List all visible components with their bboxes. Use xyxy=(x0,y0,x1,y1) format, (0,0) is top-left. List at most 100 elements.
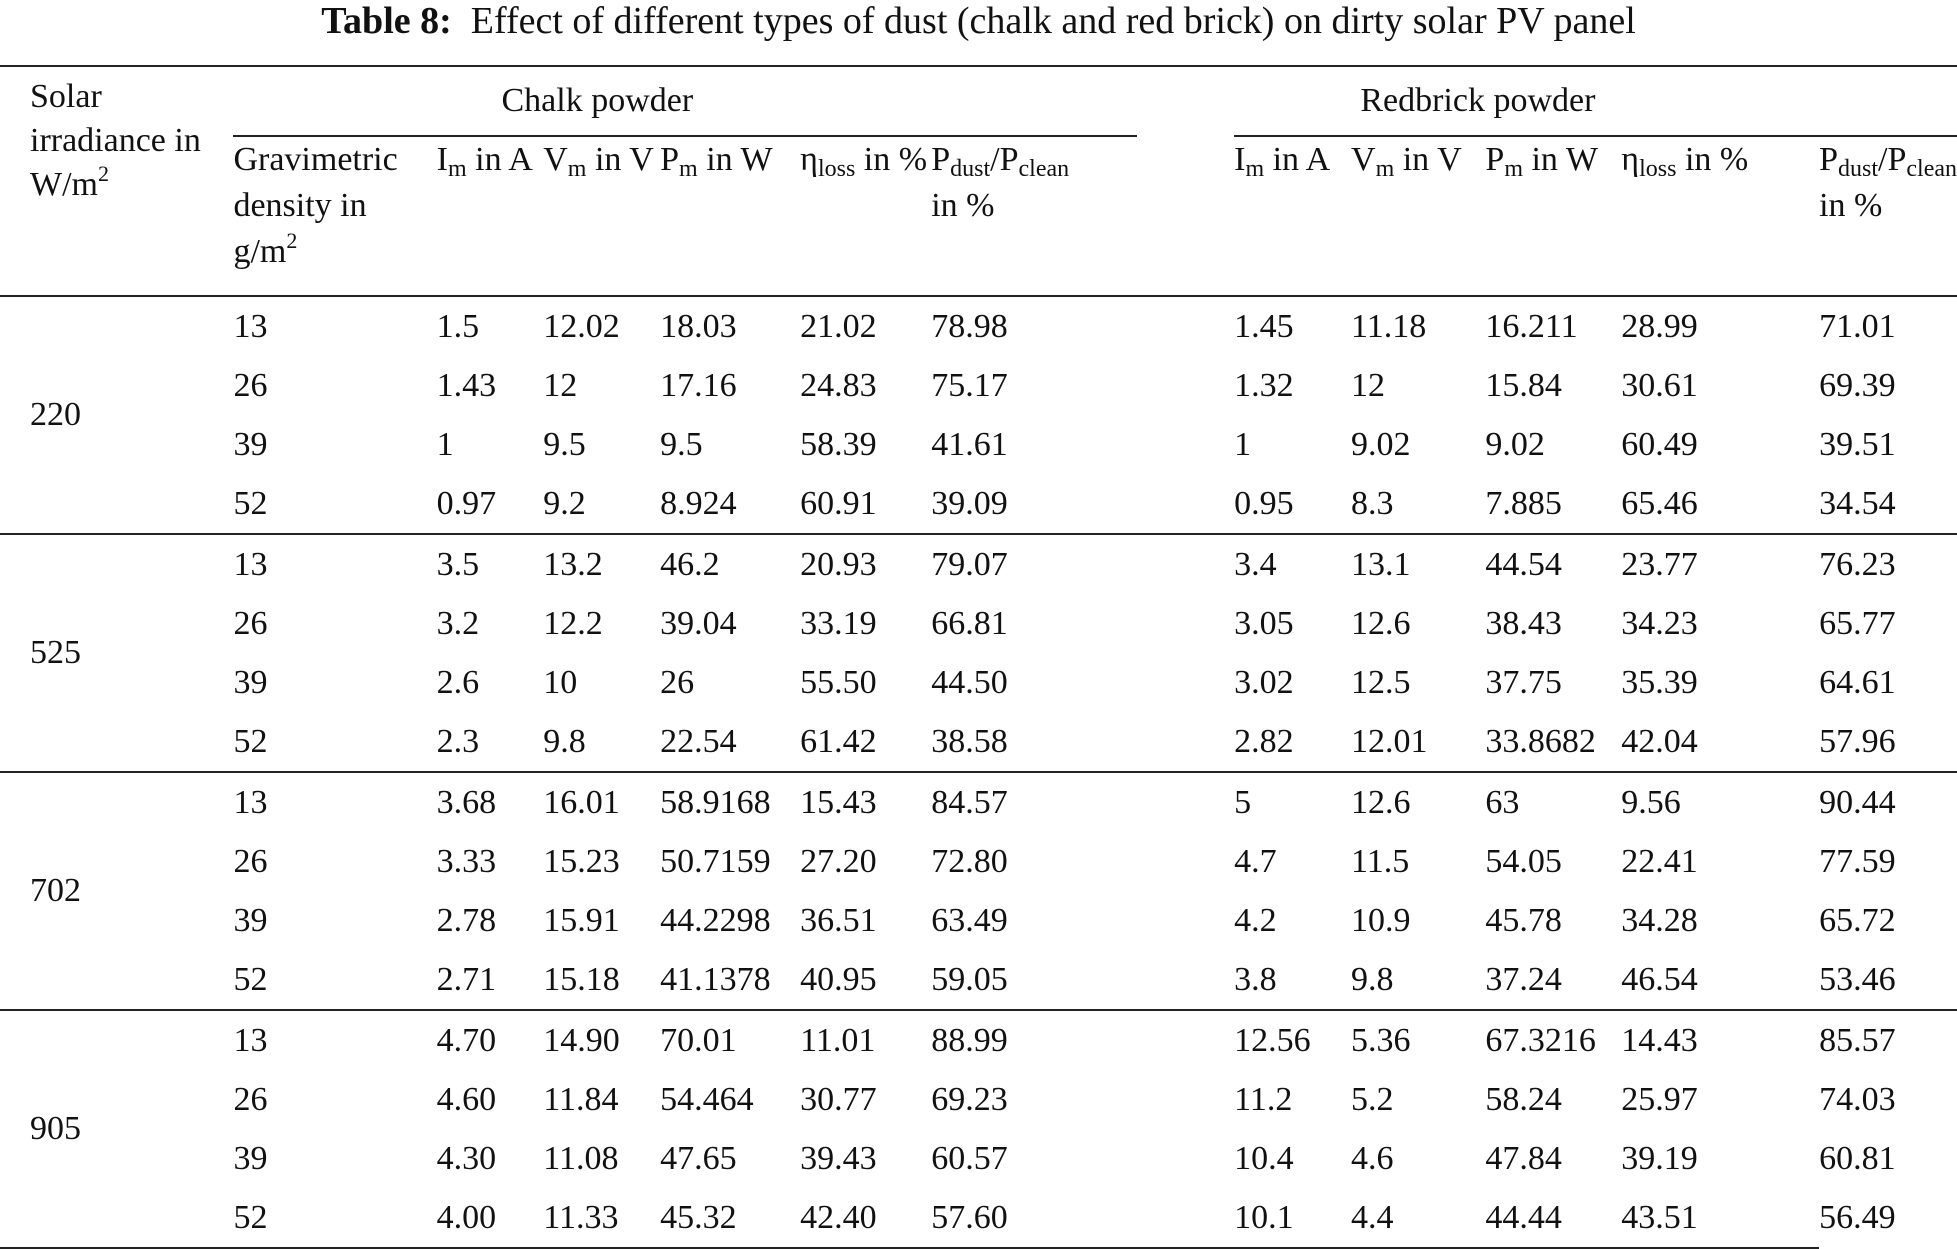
table-cell: 26 xyxy=(660,663,695,701)
table-cell: 71.01 xyxy=(1819,295,1957,356)
group-gap xyxy=(1137,950,1234,1010)
irradiance-header: Solar irradiance in W/m2 xyxy=(0,66,233,296)
table-cell: 46.2 xyxy=(660,533,801,594)
table-cell: 27.20 xyxy=(800,842,877,880)
table-cell: 34.54 xyxy=(1819,484,1896,522)
table-row: 26 1.43 12 17.16 24.83 75.17 1.32 12 15.84 30.61 6… xyxy=(0,356,1957,415)
table-cell: 26 xyxy=(233,366,268,404)
table-cell: 69.39 xyxy=(1819,366,1896,404)
table-cell: 54.05 xyxy=(1485,842,1562,880)
group-gap xyxy=(1137,1129,1234,1188)
table-row: 905 13 4.70 14.90 70.01 11.01 88.99 12.56 5.36 67… xyxy=(0,1009,1957,1248)
table-cell: 78.98 xyxy=(931,295,1137,356)
group-gap xyxy=(1136,295,1235,356)
table-cell: 15.91 xyxy=(543,901,620,939)
ratio-p1: P xyxy=(931,141,951,178)
table-cell: 9.5 xyxy=(660,425,703,463)
table-cell: 10.4 xyxy=(1234,1139,1294,1177)
gravimetric-header-sup: 2 xyxy=(286,228,298,253)
table-cell: 88.99 xyxy=(931,1009,1137,1070)
table-cell: 12.02 xyxy=(543,295,661,356)
table-cell: 23.77 xyxy=(1621,533,1820,594)
table-cell: 1.45 xyxy=(1234,295,1351,356)
group-gap xyxy=(1137,832,1234,891)
table-cell: 85.57 xyxy=(1819,1009,1957,1070)
table-cell: 12.6 xyxy=(1351,604,1411,642)
table-cell: 9.02 xyxy=(1485,425,1545,463)
table-cell: 10.1 xyxy=(1234,1198,1294,1236)
table-cell: 39.43 xyxy=(800,1139,877,1177)
table-cell: 4.7 xyxy=(1234,842,1277,880)
table-cell: 84.57 xyxy=(931,771,1137,832)
table-cell: 42.04 xyxy=(1621,722,1698,760)
table-cell: 13 xyxy=(233,1009,437,1070)
table-cell: 60.91 xyxy=(800,484,877,522)
im-symbol: I xyxy=(436,141,448,178)
table-cell: 13 xyxy=(233,771,437,832)
vm-unit: in V xyxy=(1394,141,1462,178)
table-cell: 8.3 xyxy=(1351,484,1394,522)
redbrick-group-header: Redbrick powder xyxy=(1360,82,1596,119)
table-cell: 4.00 xyxy=(436,1198,497,1236)
table-row: 220 13 1.5 12.02 18.03 21.02 78.98 1.45 11.18 16.… xyxy=(0,295,1957,534)
table-cell: 11.01 xyxy=(800,1009,932,1070)
ratio-sub2: clean xyxy=(1018,156,1070,182)
table-cell: 44.2298 xyxy=(660,901,771,939)
eta-symbol: η xyxy=(800,141,818,178)
table-cell: 64.61 xyxy=(1819,663,1896,701)
table-label: Table 8: xyxy=(321,0,452,42)
table-cell: 5 xyxy=(1234,771,1351,832)
table-cell: 26 xyxy=(233,1080,268,1118)
table-cell: 28.99 xyxy=(1621,295,1820,356)
group-gap xyxy=(1137,415,1234,474)
table-cell: 13.2 xyxy=(543,533,661,594)
table-cell: 67.3216 xyxy=(1485,1009,1622,1070)
table-cell: 47.84 xyxy=(1485,1139,1562,1177)
irradiance-header-text: Solar irradiance in W/m xyxy=(30,78,201,203)
table-cell: 2.82 xyxy=(1234,722,1294,760)
table-cell: 79.07 xyxy=(931,533,1137,594)
table-cell: 43.51 xyxy=(1621,1198,1698,1236)
table-cell: 37.75 xyxy=(1485,663,1562,701)
table-cell: 75.17 xyxy=(931,366,1008,404)
table-cell: 9.8 xyxy=(543,722,586,760)
ratio-slash: /P xyxy=(1878,141,1907,178)
vm-symbol: V xyxy=(543,141,568,178)
group-gap xyxy=(1137,712,1234,772)
table-cell: 35.39 xyxy=(1621,663,1698,701)
table-cell: 3.02 xyxy=(1234,663,1294,701)
table-cell: 3.8 xyxy=(1234,960,1277,998)
eta-symbol: η xyxy=(1621,141,1640,178)
table-row: 26 3.2 12.2 39.04 33.19 66.81 3.05 12.6 38.43 34.… xyxy=(0,594,1957,653)
table-cell: 9.56 xyxy=(1621,771,1820,832)
table-cell: 39.19 xyxy=(1621,1139,1698,1177)
irradiance-cell: 220 xyxy=(0,295,234,534)
table-cell: 33.8682 xyxy=(1485,722,1596,760)
table-cell: 14.90 xyxy=(543,1009,661,1070)
im-sub: m xyxy=(447,156,467,182)
eta-unit: in % xyxy=(855,141,928,178)
table-cell: 37.24 xyxy=(1485,960,1562,998)
table-cell: 61.42 xyxy=(800,722,877,760)
im-unit: in A xyxy=(1264,141,1331,178)
table-cell: 33.19 xyxy=(800,604,877,642)
table-cell: 15.84 xyxy=(1485,366,1562,404)
table-cell: 5.2 xyxy=(1351,1080,1394,1118)
table-cell: 11.33 xyxy=(543,1198,619,1236)
chalk-eta-header: ηloss in % xyxy=(800,135,932,296)
table-cell: 39.04 xyxy=(660,604,737,642)
table-cell: 63 xyxy=(1485,771,1622,832)
pm-unit: in W xyxy=(1522,141,1598,178)
ratio-p1: P xyxy=(1819,141,1838,178)
table-cell: 39 xyxy=(233,901,268,939)
chalk-ratio-header: Pdust/Pclean in % xyxy=(931,135,1137,296)
irradiance-cell: 702 xyxy=(0,771,234,1010)
im-sub: m xyxy=(1245,156,1265,182)
redbrick-eta-header: ηloss in % xyxy=(1621,135,1820,296)
table-cell: 11.5 xyxy=(1351,842,1410,880)
table-cell: 70.01 xyxy=(660,1009,801,1070)
table-row: 52 0.97 9.2 8.924 60.91 39.09 0.95 8.3 7.885 65.4… xyxy=(0,474,1957,534)
vm-sub: m xyxy=(1375,156,1395,182)
table-cell: 42.40 xyxy=(800,1198,877,1236)
table-cell: 25.97 xyxy=(1621,1080,1698,1118)
